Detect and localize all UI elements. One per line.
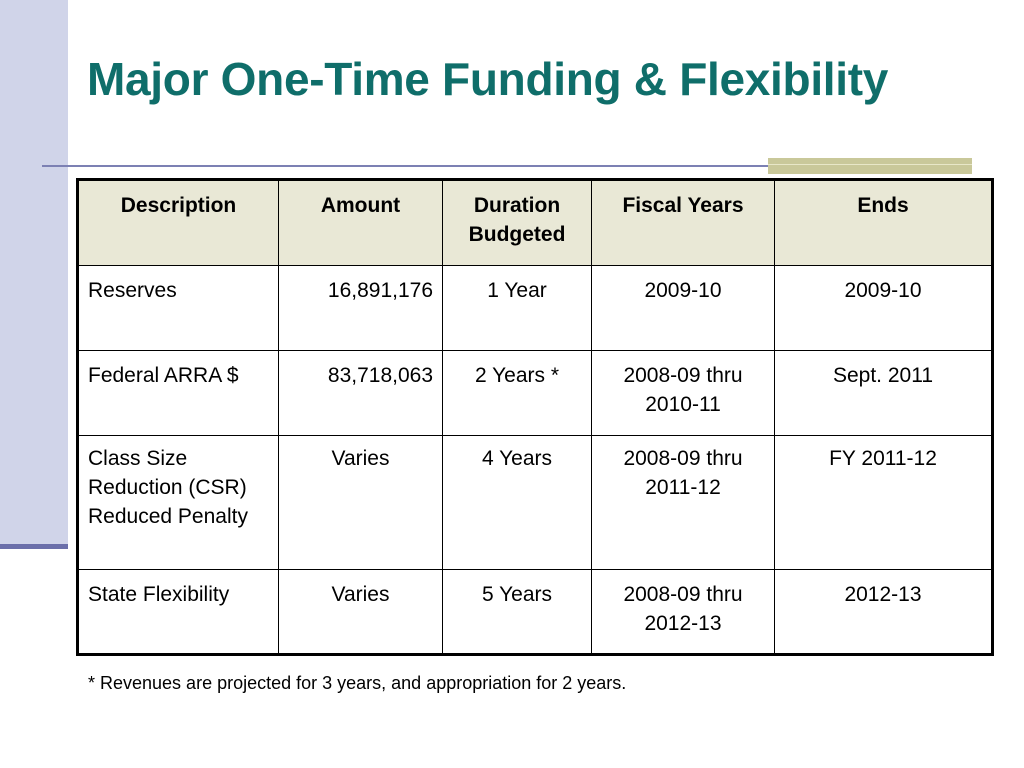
cell-ends: Sept. 2011 [774,350,993,436]
cell-amount: 16,891,176 [278,265,443,351]
cell-fiscal-years: 2008-09 thru 2012-13 [591,569,775,655]
cell-duration: 1 Year [442,265,592,351]
cell-amount: Varies [278,569,443,655]
title-divider [42,165,972,167]
left-bar-base-line [0,544,68,549]
accent-block [768,158,972,174]
column-header-duration: Duration Budgeted [442,179,592,266]
cell-description: Class Size Reduction (CSR) Reduced Penal… [77,435,279,570]
cell-fiscal-years: 2008-09 thru 2010-11 [591,350,775,436]
table-header-row: Description Amount Duration Budgeted Fis… [77,179,993,266]
cell-amount: Varies [278,435,443,570]
column-header-amount: Amount [278,179,443,266]
funding-table: Description Amount Duration Budgeted Fis… [76,178,994,656]
table-row: State Flexibility Varies 5 Years 2008-09… [77,569,993,655]
cell-description: State Flexibility [77,569,279,655]
left-decorative-bar [0,0,68,546]
column-header-fiscal-years: Fiscal Years [591,179,775,266]
cell-amount: 83,718,063 [278,350,443,436]
cell-description: Reserves [77,265,279,351]
cell-duration: 5 Years [442,569,592,655]
column-header-ends: Ends [774,179,993,266]
cell-ends: FY 2011-12 [774,435,993,570]
cell-ends: 2009-10 [774,265,993,351]
slide-title: Major One-Time Funding & Flexibility [87,53,889,105]
table-row: Reserves 16,891,176 1 Year 2009-10 2009-… [77,265,993,351]
cell-fiscal-years: 2008-09 thru 2011-12 [591,435,775,570]
cell-fiscal-years: 2009-10 [591,265,775,351]
column-header-description: Description [77,179,279,266]
cell-duration: 4 Years [442,435,592,570]
footnote: * Revenues are projected for 3 years, an… [88,673,627,693]
cell-description: Federal ARRA $ [77,350,279,436]
cell-duration: 2 Years * [442,350,592,436]
cell-ends: 2012-13 [774,569,993,655]
table-row: Federal ARRA $ 83,718,063 2 Years * 2008… [77,350,993,436]
table-row: Class Size Reduction (CSR) Reduced Penal… [77,435,993,570]
